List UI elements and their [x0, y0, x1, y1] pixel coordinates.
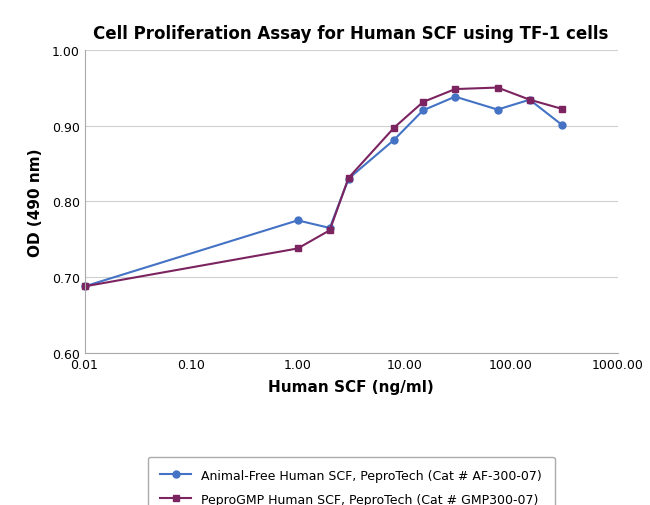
- PeproGMP Human SCF, PeproTech (Cat # GMP300-07): [390, 125, 398, 131]
- PeproGMP Human SCF, PeproTech (Cat # GMP300-07): [494, 85, 502, 91]
- PeproGMP Human SCF, PeproTech (Cat # GMP300-07): [526, 97, 534, 104]
- Legend: Animal-Free Human SCF, PeproTech (Cat # AF-300-07), PeproGMP Human SCF, PeproTec: Animal-Free Human SCF, PeproTech (Cat # …: [148, 457, 554, 505]
- Animal-Free Human SCF, PeproTech (Cat # AF-300-07): [81, 284, 88, 290]
- Animal-Free Human SCF, PeproTech (Cat # AF-300-07): [558, 123, 566, 129]
- PeproGMP Human SCF, PeproTech (Cat # GMP300-07): [81, 284, 88, 290]
- Y-axis label: OD (490 nm): OD (490 nm): [29, 148, 44, 256]
- Animal-Free Human SCF, PeproTech (Cat # AF-300-07): [294, 218, 302, 224]
- X-axis label: Human SCF (ng/ml): Human SCF (ng/ml): [268, 380, 434, 394]
- Animal-Free Human SCF, PeproTech (Cat # AF-300-07): [419, 108, 427, 114]
- Animal-Free Human SCF, PeproTech (Cat # AF-300-07): [451, 94, 459, 100]
- PeproGMP Human SCF, PeproTech (Cat # GMP300-07): [558, 107, 566, 113]
- PeproGMP Human SCF, PeproTech (Cat # GMP300-07): [294, 246, 302, 252]
- Animal-Free Human SCF, PeproTech (Cat # AF-300-07): [494, 107, 502, 113]
- Animal-Free Human SCF, PeproTech (Cat # AF-300-07): [390, 137, 398, 143]
- Animal-Free Human SCF, PeproTech (Cat # AF-300-07): [326, 225, 333, 231]
- Animal-Free Human SCF, PeproTech (Cat # AF-300-07): [344, 176, 352, 182]
- PeproGMP Human SCF, PeproTech (Cat # GMP300-07): [326, 228, 333, 234]
- PeproGMP Human SCF, PeproTech (Cat # GMP300-07): [344, 176, 352, 182]
- PeproGMP Human SCF, PeproTech (Cat # GMP300-07): [451, 87, 459, 93]
- Line: PeproGMP Human SCF, PeproTech (Cat # GMP300-07): PeproGMP Human SCF, PeproTech (Cat # GMP…: [81, 85, 566, 290]
- PeproGMP Human SCF, PeproTech (Cat # GMP300-07): [419, 100, 427, 106]
- Line: Animal-Free Human SCF, PeproTech (Cat # AF-300-07): Animal-Free Human SCF, PeproTech (Cat # …: [81, 94, 566, 290]
- Title: Cell Proliferation Assay for Human SCF using TF-1 cells: Cell Proliferation Assay for Human SCF u…: [94, 25, 608, 43]
- Animal-Free Human SCF, PeproTech (Cat # AF-300-07): [526, 97, 534, 104]
